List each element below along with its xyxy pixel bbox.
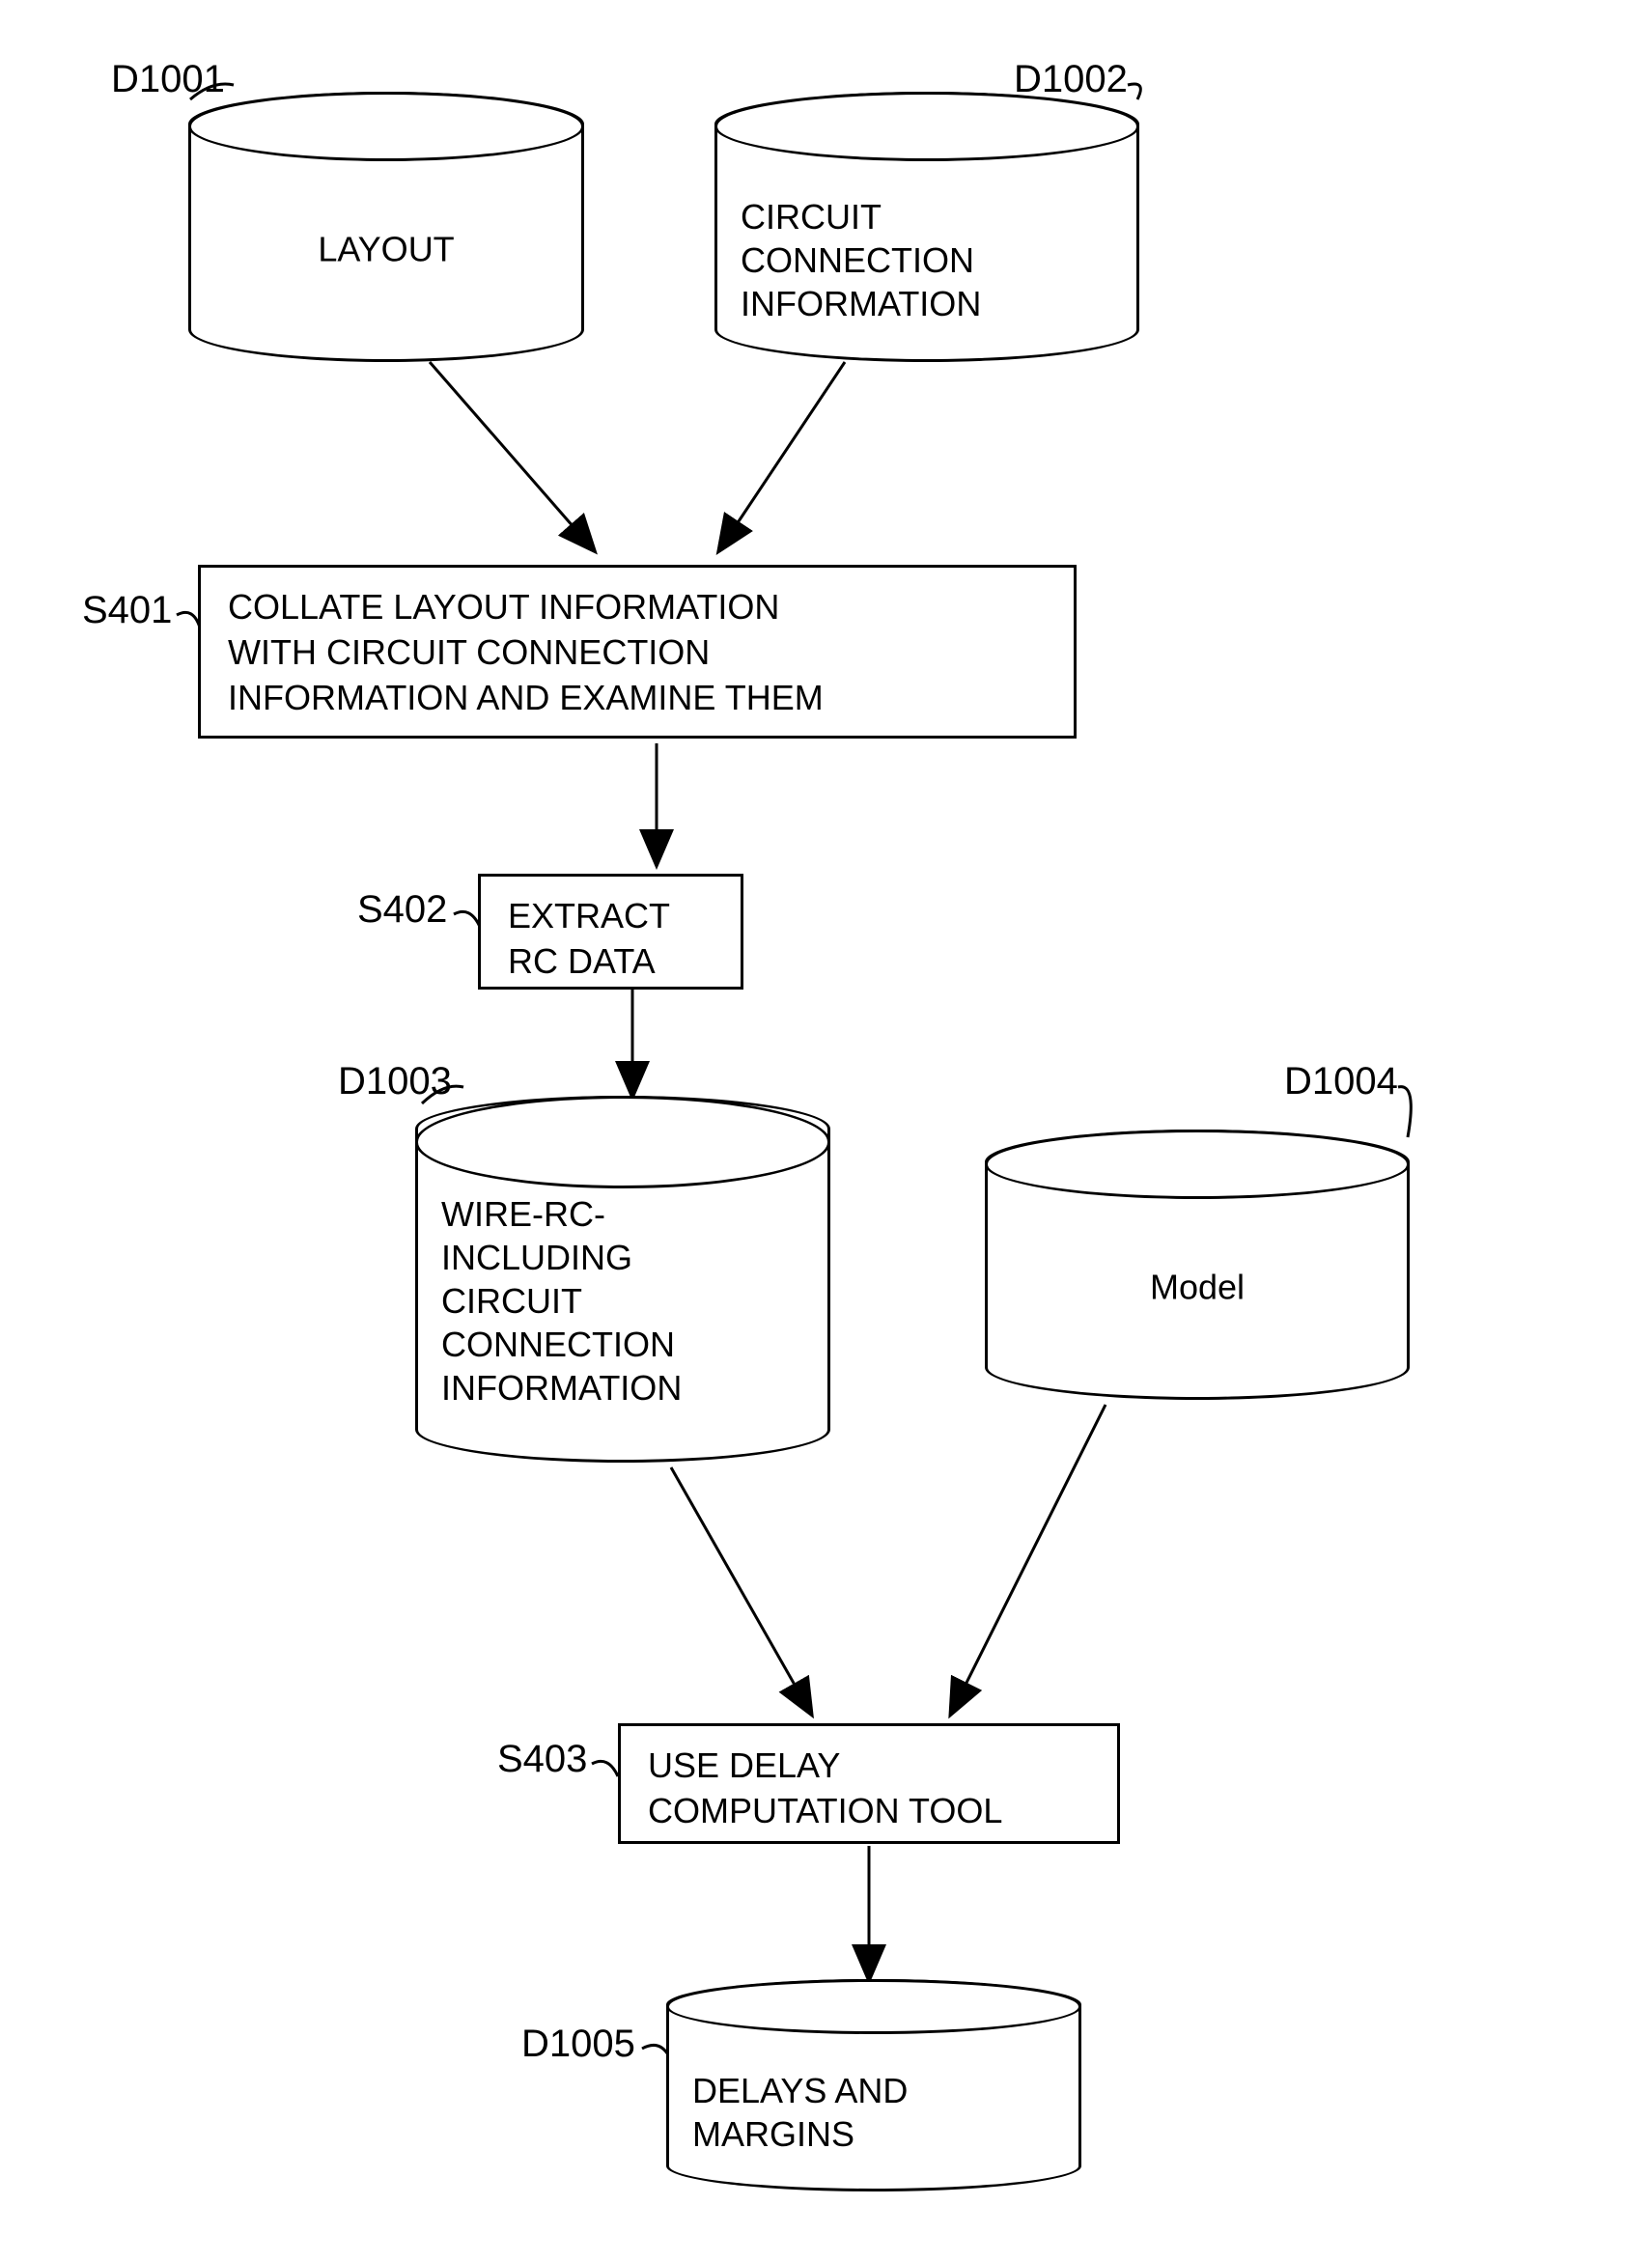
d1003-text: WIRE-RC- INCLUDING CIRCUIT CONNECTION IN… xyxy=(418,1192,827,1410)
label-d1004: D1004 xyxy=(1284,1060,1398,1103)
d1001-text: LAYOUT xyxy=(191,227,581,270)
cylinder-d1001-layout: LAYOUT xyxy=(188,92,584,362)
label-d1002: D1002 xyxy=(1014,58,1128,101)
label-s403: S403 xyxy=(497,1738,587,1781)
d1002-text: CIRCUIT CONNECTION INFORMATION xyxy=(717,195,1136,325)
label-d1003: D1003 xyxy=(338,1060,452,1103)
d1004-text: Model xyxy=(988,1265,1407,1308)
s403-text: USE DELAY COMPUTATION TOOL xyxy=(648,1744,1002,1834)
rect-s401-collate: COLLATE LAYOUT INFORMATION WITH CIRCUIT … xyxy=(198,565,1077,739)
s401-text: COLLATE LAYOUT INFORMATION WITH CIRCUIT … xyxy=(228,585,824,720)
cylinder-d1002-circuit-connection: CIRCUIT CONNECTION INFORMATION xyxy=(714,92,1139,362)
d1005-text: DELAYS AND MARGINS xyxy=(669,2069,1078,2156)
label-s401: S401 xyxy=(82,589,172,632)
cylinder-d1005-delays-margins: DELAYS AND MARGINS xyxy=(666,1979,1081,2191)
rect-s402-extract-rc: EXTRACT RC DATA xyxy=(478,874,743,990)
flowchart-canvas: D1001 LAYOUT D1002 CIRCUIT CONNECTION IN… xyxy=(0,0,1652,2261)
cylinder-d1003-wire-rc: WIRE-RC- INCLUDING CIRCUIT CONNECTION IN… xyxy=(415,1096,830,1463)
label-d1005: D1005 xyxy=(521,2023,635,2066)
label-d1001: D1001 xyxy=(111,58,225,101)
cylinder-d1004-model: Model xyxy=(985,1130,1410,1400)
label-s402: S402 xyxy=(357,888,447,932)
s402-text: EXTRACT RC DATA xyxy=(508,894,670,985)
rect-s403-delay-tool: USE DELAY COMPUTATION TOOL xyxy=(618,1723,1120,1844)
